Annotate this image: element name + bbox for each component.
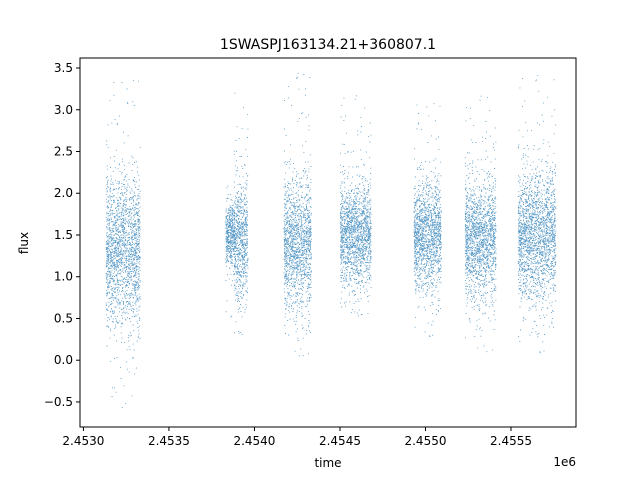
data-cluster-3: [233, 92, 249, 335]
plot-frame: [79, 57, 577, 428]
data-cluster-2: [225, 185, 235, 318]
x-tick-label: 2.4535: [148, 434, 190, 448]
y-tick-label: 3.0: [54, 103, 73, 117]
y-tick-label: −0.5: [44, 395, 73, 409]
y-tick-label: 2.5: [54, 145, 73, 159]
scatter-points: [105, 72, 557, 409]
y-tick-label: 2.0: [54, 186, 73, 200]
x-tick-label: 2.4555: [490, 434, 532, 448]
data-cluster-1: [105, 80, 141, 409]
x-axis-label: time: [314, 456, 341, 470]
data-cluster-4: [283, 72, 312, 357]
x-axis: 2.4530 2.4535 2.4540 2.4545 2.4550 2.4555: [62, 427, 532, 448]
y-tick-label: 1.5: [54, 228, 73, 242]
x-offset-label: 1e6: [553, 455, 576, 469]
data-cluster-6: [413, 103, 442, 337]
x-tick-label: 2.4530: [62, 434, 104, 448]
y-tick-label: 3.5: [54, 61, 73, 75]
data-cluster-7: [464, 95, 497, 353]
y-tick-label: 1.0: [54, 270, 73, 284]
x-tick-label: 2.4540: [233, 434, 275, 448]
y-tick-label: 0.0: [54, 353, 73, 367]
x-tick-label: 2.4550: [404, 434, 446, 448]
y-axis-label: flux: [17, 232, 31, 254]
data-cluster-8: [517, 75, 557, 354]
y-axis: −0.5 0.0 0.5 1.0 1.5 2.0 2.5 3.0 3.5: [44, 61, 80, 409]
y-tick-label: 0.5: [54, 311, 73, 325]
chart-title: 1SWASPJ163134.21+360807.1: [220, 37, 436, 53]
data-cluster-5: [340, 95, 372, 317]
x-tick-label: 2.4545: [319, 434, 361, 448]
